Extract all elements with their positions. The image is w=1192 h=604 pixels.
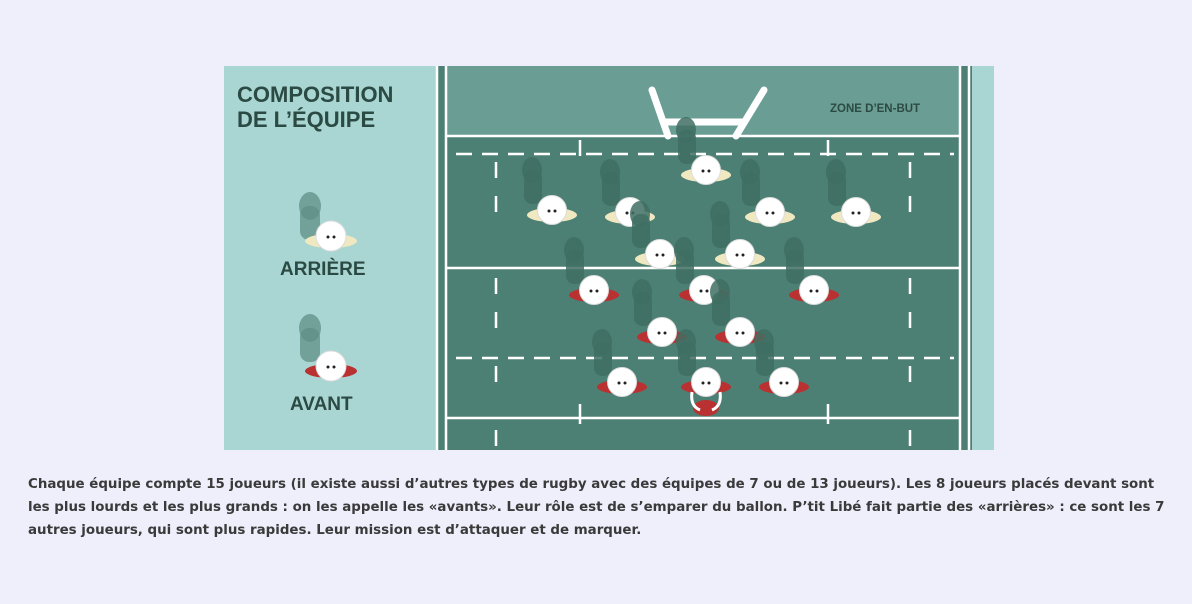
players (522, 117, 881, 416)
dashed-lines (456, 152, 954, 360)
zone-label: ZONE D’EN-BUT (830, 103, 920, 115)
arriere-player-7 (710, 201, 765, 269)
legend-arriere-icon (299, 192, 357, 252)
field-marks (494, 140, 912, 446)
arriere-player-6 (630, 201, 685, 269)
illustration-title-line2: DE L’ÉQUIPE (237, 107, 375, 132)
player-arms (690, 391, 722, 412)
avant-player-4 (632, 279, 687, 347)
avant-player-1 (564, 237, 619, 305)
arriere-player-4 (740, 159, 795, 227)
avant-player-6 (592, 329, 647, 397)
arriere-player-1 (676, 117, 731, 185)
avant-player-5 (710, 279, 765, 347)
team-composition-illustration: COMPOSITION DE L’ÉQUIPE ZONE D’EN-BUT AR… (224, 66, 994, 450)
legend-avant-label: AVANT (290, 394, 353, 415)
rugby-ball (693, 400, 719, 416)
legend-avant-icon (299, 314, 357, 382)
goal-posts (648, 86, 768, 140)
right-strip (972, 66, 994, 450)
field-lines (446, 134, 960, 420)
arriere-player-2 (522, 157, 577, 225)
arriere-player-5 (826, 159, 881, 227)
illustration-title-line1: COMPOSITION (237, 82, 393, 107)
legend-arriere-label: ARRIÈRE (280, 258, 366, 280)
caption-text: Chaque équipe compte 15 joueurs (il exis… (28, 477, 1165, 538)
legend-panel (224, 66, 436, 450)
avant-player-7 (676, 329, 731, 397)
avant-player-3 (784, 237, 839, 305)
avant-player-8 (754, 329, 809, 397)
touchlines (435, 66, 971, 450)
